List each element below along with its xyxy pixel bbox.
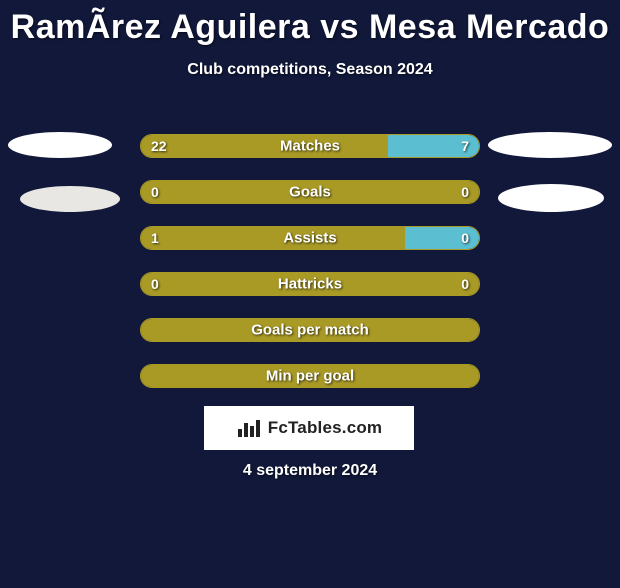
logo-badge: FcTables.com	[204, 406, 414, 450]
decorative-ellipse	[8, 132, 112, 158]
stat-row: Goals per match	[140, 318, 480, 342]
stat-row: Hattricks00	[140, 272, 480, 296]
decorative-ellipse	[498, 184, 604, 212]
stat-bar-left	[141, 365, 479, 387]
decorative-ellipse	[488, 132, 612, 158]
stat-bar-left	[141, 273, 479, 295]
stat-rows: Matches227 Goals00 Assists10 Hattricks00 Goa…	[140, 134, 480, 410]
stat-bar-right	[388, 135, 479, 157]
subtitle: Club competitions, Season 2024	[0, 61, 620, 79]
date-label: 4 september 2024	[0, 462, 620, 480]
bar-chart-icon	[236, 417, 262, 439]
stat-bar-right	[405, 227, 479, 249]
stat-bar-left	[141, 181, 479, 203]
stat-bar-left	[141, 319, 479, 341]
decorative-ellipse	[20, 186, 120, 212]
stat-bar-left	[141, 135, 388, 157]
stat-row: Assists10	[140, 226, 480, 250]
stat-row: Min per goal	[140, 364, 480, 388]
stat-bar-left	[141, 227, 405, 249]
stat-row: Goals00	[140, 180, 480, 204]
stat-row: Matches227	[140, 134, 480, 158]
page-title: RamÃ­rez Aguilera vs Mesa Mercado	[0, 8, 620, 47]
logo-text: FcTables.com	[268, 418, 383, 438]
